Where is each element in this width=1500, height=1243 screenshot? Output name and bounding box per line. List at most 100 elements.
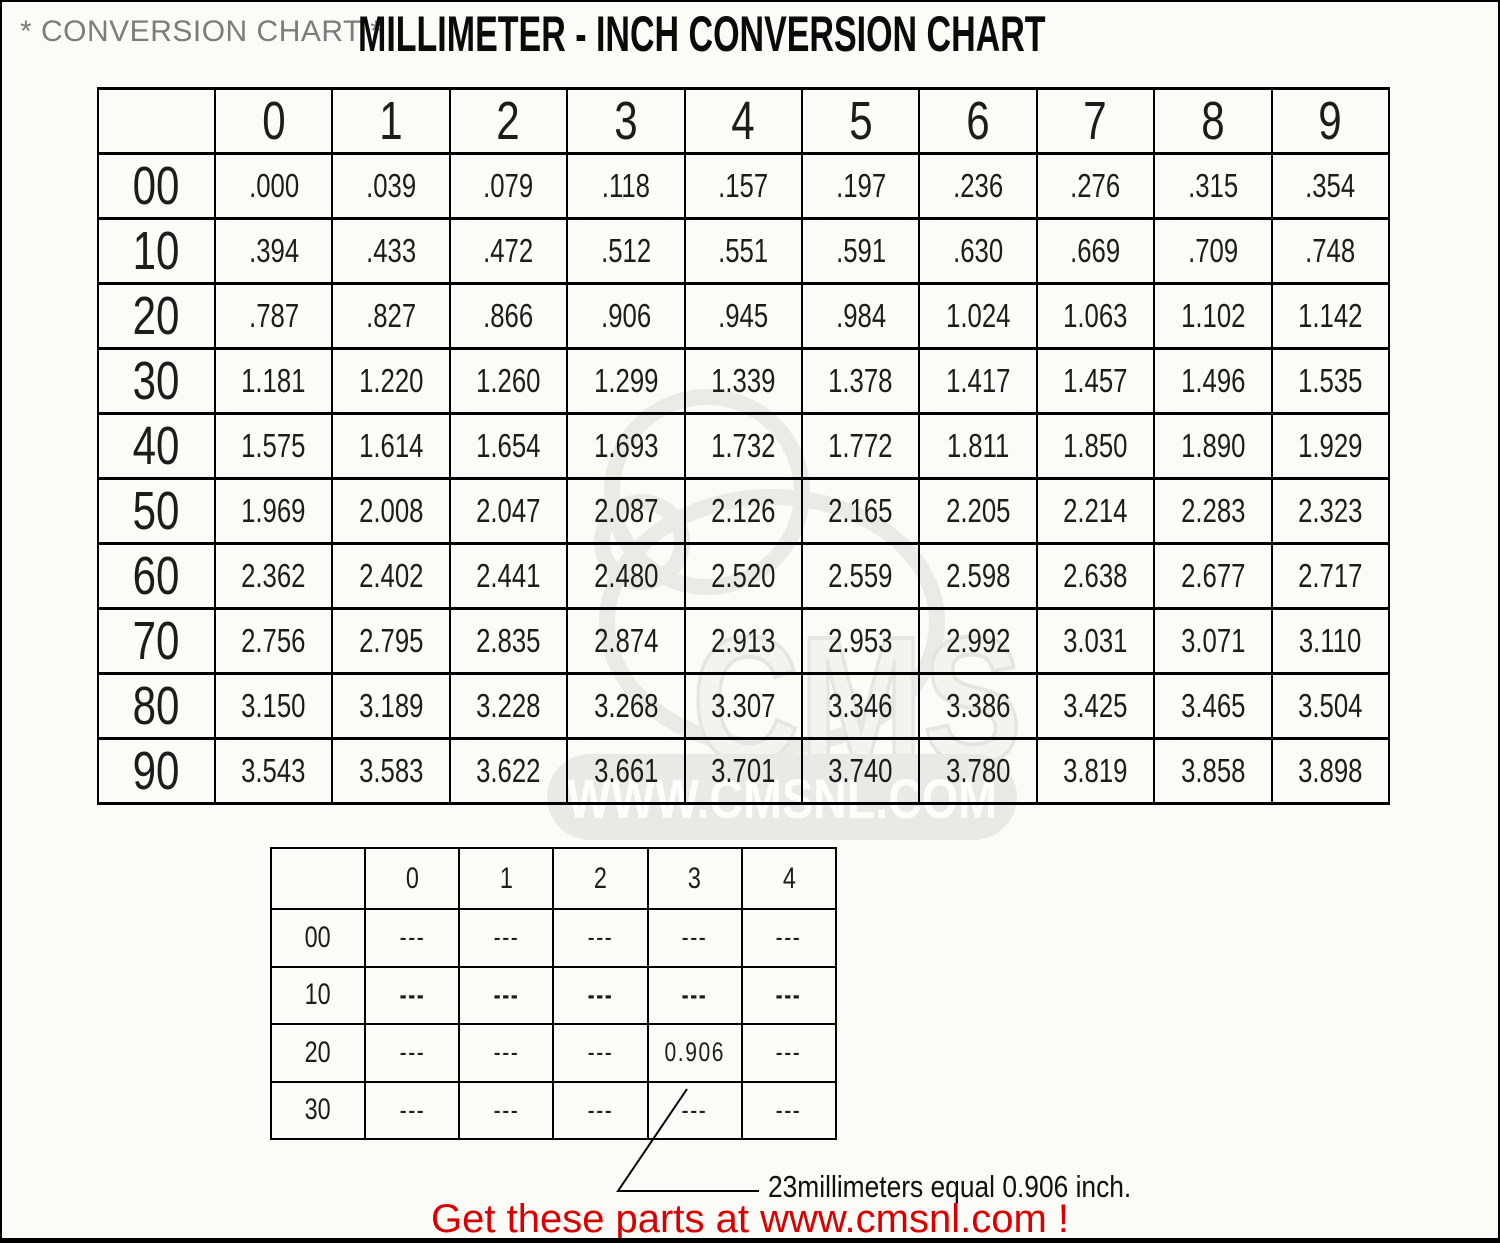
table-cell-value: 1.063 xyxy=(1063,297,1128,334)
table-cell-value: 2.165 xyxy=(828,492,893,529)
table-cell: --- xyxy=(552,1080,649,1140)
table-cell: .748 xyxy=(1270,217,1391,285)
table-cell-value: .197 xyxy=(835,167,886,204)
table-cell-value: --- xyxy=(681,922,708,953)
table-cell: .984 xyxy=(800,282,921,350)
table-cell: 2.874 xyxy=(566,607,686,675)
row-header-label: 20 xyxy=(133,286,180,346)
table-cell-value: 1.693 xyxy=(593,427,659,464)
table-cell-value: 1.378 xyxy=(828,362,893,399)
table-cell: 2.677 xyxy=(1153,542,1273,610)
footer-link[interactable]: Get these parts at www.cmsnl.com ! xyxy=(431,1197,1069,1241)
table-cell-value: 2.992 xyxy=(945,622,1011,659)
example-lookup-table: 0 1 2 3 4 00 --- --- --- --- --- 10 --- --- --- --- --- 2… xyxy=(270,847,838,1140)
table-cell: 1.811 xyxy=(918,412,1038,480)
column-header: 5 xyxy=(800,87,921,155)
table-cell-value: 3.583 xyxy=(358,752,424,789)
table-cell: --- xyxy=(363,1080,461,1140)
table-cell: 3.740 xyxy=(800,737,921,805)
table-cell-value: 2.214 xyxy=(1063,492,1128,529)
table-cell: --- xyxy=(646,1080,743,1140)
table-row: 20 .787 .827 .866 .906 .945 .984 1.024 1.063 1.10… xyxy=(97,282,1391,350)
table-cell: --- xyxy=(458,908,555,968)
table-cell: 3.661 xyxy=(566,737,686,805)
table-cell: 2.362 xyxy=(213,542,334,610)
table-cell: 2.480 xyxy=(566,542,686,610)
table-cell-value: 2.520 xyxy=(711,557,776,594)
row-header: 00 xyxy=(97,152,216,220)
column-header-label: 9 xyxy=(1318,91,1342,151)
row-header: 20 xyxy=(97,282,216,350)
table-cell: 2.756 xyxy=(213,607,334,675)
column-header: 1 xyxy=(331,87,451,155)
row-header-label: 40 xyxy=(133,416,180,476)
table-cell: 2.913 xyxy=(683,607,803,675)
column-header-label: 1 xyxy=(379,91,403,151)
table-cell: 3.386 xyxy=(918,672,1038,740)
table-cell: --- xyxy=(458,1080,555,1140)
table-cell-value: 2.402 xyxy=(358,557,424,594)
table-cell-value: 3.071 xyxy=(1180,622,1246,659)
table-cell: 1.339 xyxy=(683,347,803,415)
table-cell-value: 3.819 xyxy=(1063,752,1128,789)
table-cell: 3.898 xyxy=(1270,737,1391,805)
column-header: 7 xyxy=(1035,87,1156,155)
row-header-label: 60 xyxy=(133,546,180,606)
column-header: 3 xyxy=(646,847,743,910)
table-cell-value: 2.087 xyxy=(593,492,659,529)
table-cell-value: 3.031 xyxy=(1063,622,1128,659)
table-cell: 2.520 xyxy=(683,542,803,610)
table-cell-value: 1.811 xyxy=(946,427,1010,464)
table-cell-value: --- xyxy=(587,979,614,1010)
table-cell-value: 2.638 xyxy=(1063,557,1128,594)
table-cell-value: 1.890 xyxy=(1180,427,1246,464)
table-cell-value: 1.142 xyxy=(1298,297,1363,334)
row-header: 80 xyxy=(97,672,216,740)
column-header: 9 xyxy=(1270,87,1391,155)
column-header-label: 5 xyxy=(848,91,873,151)
table-cell-value: 2.205 xyxy=(945,492,1011,529)
table-row: 90 3.543 3.583 3.622 3.661 3.701 3.740 3.780 3.8… xyxy=(97,737,1391,805)
table-cell-value: 3.425 xyxy=(1063,687,1128,724)
table-cell-value: .709 xyxy=(1187,232,1238,269)
table-cell: .630 xyxy=(918,217,1038,285)
column-header-label: 4 xyxy=(782,861,796,895)
table-cell: 3.150 xyxy=(213,672,334,740)
mm-inch-conversion-table: 0 1 2 3 4 5 6 7 8 9 00 .000 .039 .079 .118 .157 .197 .236… xyxy=(97,87,1391,805)
table-cell-value: .551 xyxy=(718,232,769,269)
table-cell-value: 2.835 xyxy=(476,622,541,659)
column-header-label: 6 xyxy=(966,91,990,151)
table-cell: .709 xyxy=(1153,217,1273,285)
table-cell-value: 2.323 xyxy=(1298,492,1363,529)
table-cell: 1.496 xyxy=(1153,347,1273,415)
table-cell-value: --- xyxy=(776,979,802,1010)
table-cell-value: 2.441 xyxy=(476,557,541,594)
table-cell-value: --- xyxy=(776,922,802,953)
table-cell-value: 1.260 xyxy=(476,362,541,399)
table-cell: 3.425 xyxy=(1035,672,1156,740)
table-row: 80 3.150 3.189 3.228 3.268 3.307 3.346 3.386 3.4… xyxy=(97,672,1391,740)
table-cell-value: .433 xyxy=(366,232,417,269)
table-cell-value: --- xyxy=(776,1094,802,1125)
table-cell-value: 3.898 xyxy=(1298,752,1363,789)
table-cell-value: 1.654 xyxy=(476,427,541,464)
table-cell: 1.063 xyxy=(1035,282,1156,350)
table-cell: 2.992 xyxy=(918,607,1038,675)
row-header: 20 xyxy=(270,1023,366,1083)
table-cell: 1.535 xyxy=(1270,347,1391,415)
table-cell: 3.071 xyxy=(1153,607,1273,675)
column-header-label: 2 xyxy=(496,91,521,151)
table-cell-value: .630 xyxy=(952,232,1004,269)
table-cell-value: .669 xyxy=(1070,232,1121,269)
table-cell-value: 1.732 xyxy=(711,427,776,464)
table-cell: 2.717 xyxy=(1270,542,1391,610)
table-cell: 2.087 xyxy=(566,477,686,545)
table-cell: .906 xyxy=(566,282,686,350)
table-cell-value: 1.339 xyxy=(711,362,776,399)
row-header-label: 90 xyxy=(133,741,180,801)
row-header-label: 20 xyxy=(304,1035,332,1069)
table-row: 30 1.181 1.220 1.260 1.299 1.339 1.378 1.417 1.4… xyxy=(97,347,1391,415)
table-cell: --- xyxy=(363,1023,461,1083)
table-row: 10 .394 .433 .472 .512 .551 .591 .630 .669 .709 .7… xyxy=(97,217,1391,285)
row-header: 70 xyxy=(97,607,216,675)
